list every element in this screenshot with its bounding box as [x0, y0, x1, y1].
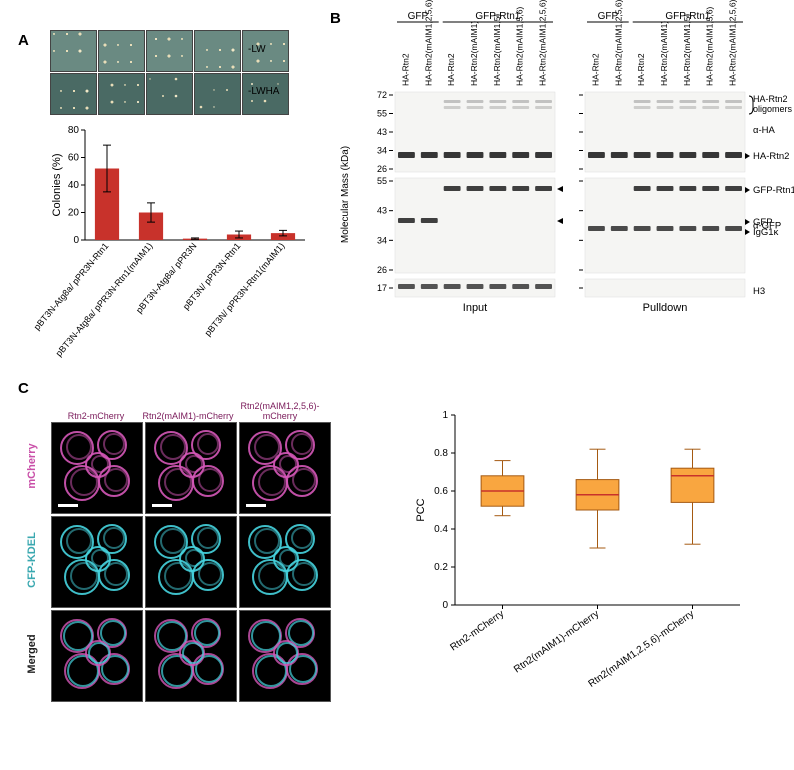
micro-cell	[51, 610, 143, 702]
svg-text:0.2: 0.2	[434, 562, 448, 573]
svg-text:Pulldown: Pulldown	[643, 302, 688, 314]
svg-text:40: 40	[68, 180, 80, 191]
svg-text:Rtn2-mCherry: Rtn2-mCherry	[448, 608, 506, 653]
svg-text:1: 1	[442, 410, 448, 421]
plate-row-lwha-label: -LWHA	[248, 86, 279, 97]
svg-text:HA-Rtn2(mAIM1,2,5,6): HA-Rtn2(mAIM1,2,5,6)	[423, 0, 433, 86]
svg-text:HA-Rtn2(mAIM1,5): HA-Rtn2(mAIM1,5)	[492, 14, 502, 86]
panel-a-bar-chart: 020406080Colonies (%)pBT3N-Atg8a/ pPR3N-…	[50, 125, 310, 330]
micro-cell	[239, 610, 331, 702]
micro-col-header: Rtn2-mCherry	[50, 395, 142, 421]
svg-text:PCC: PCC	[415, 498, 427, 521]
svg-text:HA-Rtn2(mAIM1,5): HA-Rtn2(mAIM1,5)	[682, 14, 692, 86]
svg-text:Input: Input	[463, 302, 487, 314]
svg-text:43: 43	[377, 206, 387, 216]
panel-a-plates	[50, 30, 290, 116]
panel-b-blot: GFPGFP-Rtn1HA-Rtn2HA-Rtn2(mAIM1,2,5,6)HA…	[340, 10, 780, 370]
svg-text:HA-Rtn2: HA-Rtn2	[753, 94, 788, 104]
svg-text:α-HA: α-HA	[753, 125, 776, 136]
plate-cell	[146, 73, 193, 115]
svg-text:HA-Rtn2(mAIM1): HA-Rtn2(mAIM1)	[469, 21, 479, 86]
svg-text:0.8: 0.8	[434, 448, 448, 459]
svg-text:HA-Rtn2(mAIM1,2,5,6): HA-Rtn2(mAIM1,2,5,6)	[613, 0, 623, 86]
svg-text:pBT3N/ pPR3N-Rtn1(mAIM1): pBT3N/ pPR3N-Rtn1(mAIM1)	[203, 241, 287, 338]
micro-row-label: mCherry	[26, 416, 38, 516]
svg-text:HA-Rtn2: HA-Rtn2	[590, 53, 600, 86]
svg-text:60: 60	[68, 153, 80, 164]
micro-cell	[239, 516, 331, 608]
micro-row-label: Merged	[26, 604, 38, 704]
micro-cell	[51, 516, 143, 608]
svg-text:pBT3N-Atg8a/ pPR3N-Rtn1: pBT3N-Atg8a/ pPR3N-Rtn1	[32, 241, 111, 332]
svg-text:HA-Rtn2(mAIM1,2,5,6): HA-Rtn2(mAIM1,2,5,6)	[538, 0, 548, 86]
svg-text:34: 34	[377, 146, 387, 156]
panel-c-microscopy: Rtn2-mCherryRtn2(mAIM1)-mCherryRtn2(mAIM…	[50, 395, 332, 703]
plate-cell	[194, 30, 241, 72]
plate-row-lw-label: -LW	[248, 44, 266, 55]
svg-text:Rtn2(mAIM1)-mCherry: Rtn2(mAIM1)-mCherry	[512, 608, 601, 675]
svg-text:IgG1κ: IgG1κ	[753, 227, 779, 238]
plate-cell	[98, 73, 145, 115]
svg-text:HA-Rtn2(mAIM1): HA-Rtn2(mAIM1)	[659, 21, 669, 86]
svg-text:oligomers: oligomers	[753, 104, 793, 114]
svg-text:55: 55	[377, 176, 387, 186]
micro-cell	[239, 422, 331, 514]
micro-cell	[145, 422, 237, 514]
micro-cell	[145, 516, 237, 608]
scalebar	[58, 504, 78, 507]
scalebar	[246, 504, 266, 507]
svg-text:HA-Rtn2(mAIM1,5,6): HA-Rtn2(mAIM1,5,6)	[515, 6, 525, 86]
svg-text:HA-Rtn2: HA-Rtn2	[400, 53, 410, 86]
plate-cell	[50, 30, 97, 72]
svg-text:0.6: 0.6	[434, 486, 448, 497]
scalebar	[152, 504, 172, 507]
micro-col-header: Rtn2(mAIM1,2,5,6)-mCherry	[234, 395, 326, 421]
svg-text:72: 72	[377, 90, 387, 100]
svg-text:20: 20	[68, 208, 80, 219]
svg-text:80: 80	[68, 125, 80, 136]
panel-a-label: A	[18, 32, 29, 49]
svg-text:26: 26	[377, 265, 387, 275]
svg-text:HA-Rtn2: HA-Rtn2	[446, 53, 456, 86]
micro-col-header: Rtn2(mAIM1)-mCherry	[142, 395, 234, 421]
svg-text:34: 34	[377, 235, 387, 245]
svg-text:Molecular Mass (kDa): Molecular Mass (kDa)	[340, 146, 351, 243]
svg-text:0.4: 0.4	[434, 524, 448, 535]
svg-text:55: 55	[377, 109, 387, 119]
svg-text:43: 43	[377, 127, 387, 137]
svg-text:Rtn2(mAIM1,2,5,6)-mCherry: Rtn2(mAIM1,2,5,6)-mCherry	[587, 608, 697, 689]
plate-cell	[98, 30, 145, 72]
panel-c-box-plot: 0 0.2 0.4 0.6 0.8 1 PCC Rtn2-mCherryRtn2(mAIM1)…	[410, 405, 750, 705]
plate-cell	[146, 30, 193, 72]
svg-text:GFP-Rtn1: GFP-Rtn1	[753, 185, 794, 196]
micro-cell	[145, 610, 237, 702]
svg-text:HA-Rtn2: HA-Rtn2	[636, 53, 646, 86]
svg-text:Colonies (%): Colonies (%)	[51, 154, 63, 217]
svg-text:26: 26	[377, 164, 387, 174]
svg-text:HA-Rtn2: HA-Rtn2	[753, 151, 789, 162]
svg-text:pBT3N-Atg8a/ pPR3N-Rtn1(mAIM1): pBT3N-Atg8a/ pPR3N-Rtn1(mAIM1)	[54, 241, 155, 359]
svg-text:17: 17	[377, 283, 387, 293]
plate-cell	[50, 73, 97, 115]
svg-text:HA-Rtn2(mAIM1,2,5,6): HA-Rtn2(mAIM1,2,5,6)	[728, 0, 738, 86]
svg-text:0: 0	[73, 235, 79, 246]
micro-cell	[51, 422, 143, 514]
figure: A -LW -LWHA 0 20 40 60 80 Colonies (%) pBT3N-A…	[10, 10, 784, 760]
plate-cell	[194, 73, 241, 115]
panel-c-label: C	[18, 380, 29, 397]
micro-row-label: CFP-KDEL	[26, 510, 38, 610]
svg-text:0: 0	[442, 600, 448, 611]
svg-text:H3: H3	[753, 286, 765, 297]
svg-text:HA-Rtn2(mAIM1,5,6): HA-Rtn2(mAIM1,5,6)	[705, 6, 715, 86]
